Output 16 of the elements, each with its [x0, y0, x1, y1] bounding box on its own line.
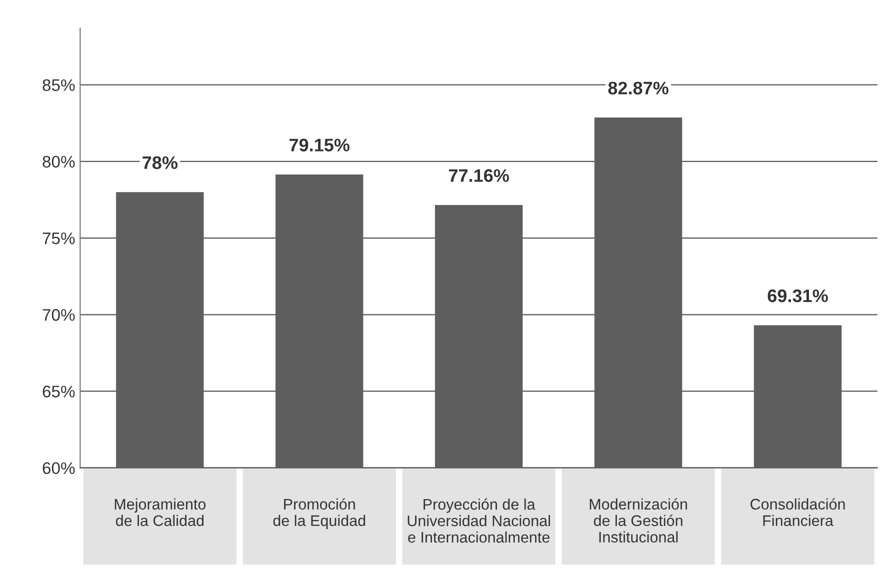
x-tick-label: Proyección de la Universidad Nacional e Internacionalmente: [408, 498, 550, 543]
x-tick-label: Consolidación Financiera: [750, 498, 845, 526]
x-tick-label: Promoción de la Equidad: [273, 498, 366, 530]
x-tick-label: Mejoramiento de la Calidad: [114, 498, 206, 526]
data-label: 69.31%: [768, 289, 828, 302]
y-tick-label: 85%: [42, 79, 75, 92]
data-label: 78%: [142, 156, 178, 170]
y-tick-label: 80%: [42, 156, 75, 168]
x-tick-label: Modernización de la Gestión Institucional: [590, 498, 687, 543]
data-label: 77.16%: [448, 169, 509, 182]
y-tick-label: 70%: [42, 309, 75, 321]
y-tick-label: 60%: [42, 462, 75, 474]
y-tick-label: 65%: [42, 386, 75, 398]
data-label: 79.15%: [290, 138, 350, 152]
y-tick-label: 75%: [42, 232, 75, 244]
data-label: 82.87%: [608, 82, 668, 94]
